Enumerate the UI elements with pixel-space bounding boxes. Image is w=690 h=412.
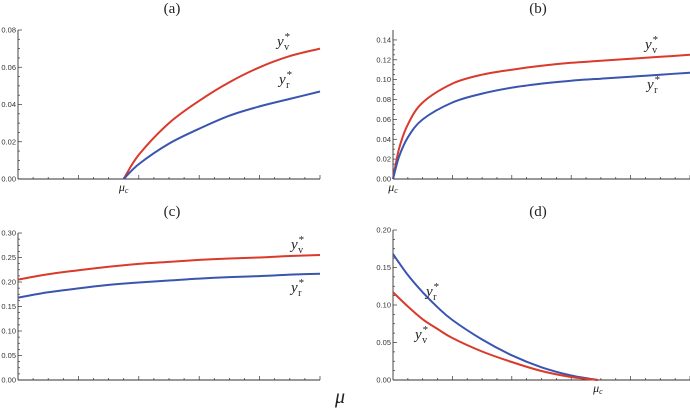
series-line-y*v	[122, 47, 321, 180]
series-line-y*r	[392, 253, 599, 381]
y-tick-label: 0.12	[376, 55, 391, 64]
y-tick-label: 0.08	[1, 26, 16, 35]
series-label: y* v	[289, 234, 304, 256]
panel-title: (a)	[164, 1, 181, 17]
mu-critical-label: μc	[592, 381, 603, 396]
y-tick-label: 0.00	[1, 376, 16, 385]
series-line-y*v	[392, 53, 690, 180]
series-label: y* v	[413, 324, 428, 346]
y-tick-label: 0.14	[376, 35, 391, 44]
mu-critical-label: μc	[118, 180, 129, 195]
chart-panel-4: (d) 0.00 0.05 0.10 0.15 0.20 y* r y* v μc	[376, 204, 690, 396]
y-tick-label: 0.10	[376, 75, 391, 84]
panel-title: (c)	[164, 204, 181, 220]
y-tick-label: 0.05	[376, 338, 391, 347]
y-tick-label: 0.00	[376, 376, 391, 385]
y-tick-label: 0.06	[1, 63, 16, 72]
y-tick-label: 0.25	[1, 253, 16, 262]
series-line-y*r	[122, 90, 321, 180]
chart-panel-1: (a) 0.00 0.02 0.04 0.06 0.08 y* v y* r μc	[1, 1, 321, 195]
series-label: y* r	[645, 74, 660, 96]
x-axis-label: μ	[334, 386, 345, 408]
y-tick-label: 0.02	[1, 137, 16, 146]
panels-group: (a) 0.00 0.02 0.04 0.06 0.08 y* v y* r μc (b) 0.00 0.…	[1, 1, 690, 396]
y-tick-label: 0.00	[1, 175, 16, 184]
chart-panel-3: (c) 0.00 0.05 0.10 0.15 0.20 0.25 0.30 y* v y* r	[1, 204, 321, 385]
series-line-y*v	[17, 254, 321, 281]
mu-critical-label: μc	[387, 180, 398, 195]
y-tick-label: 0.30	[1, 229, 16, 238]
y-tick-label: 0.20	[1, 278, 16, 287]
series-label: y* r	[424, 281, 439, 303]
panel-title: (b)	[529, 1, 547, 17]
y-tick-label: 0.05	[1, 351, 16, 360]
y-tick-label: 0.15	[376, 263, 391, 272]
y-tick-label: 0.00	[376, 175, 391, 184]
y-tick-label: 0.04	[1, 100, 16, 109]
series-label: y* v	[643, 34, 658, 56]
chart-panel-2: (b) 0.00 0.02 0.04 0.06 0.08 0.10 0.12 0.14 y* v y*…	[376, 1, 690, 195]
series-label: y* r	[289, 277, 304, 299]
series-line-y*r	[392, 71, 690, 180]
y-tick-label: 0.06	[376, 115, 391, 124]
series-label: y* r	[277, 69, 292, 91]
y-tick-label: 0.10	[1, 327, 16, 336]
panel-title: (d)	[529, 204, 547, 220]
series-line-y*v	[392, 291, 599, 381]
y-tick-label: 0.02	[376, 155, 391, 164]
y-tick-label: 0.08	[376, 95, 391, 104]
y-tick-label: 0.04	[376, 135, 391, 144]
y-tick-label: 0.15	[1, 302, 16, 311]
y-tick-label: 0.10	[376, 301, 391, 310]
series-label: y* v	[275, 31, 290, 53]
y-tick-label: 0.20	[376, 226, 391, 235]
series-line-y*r	[17, 272, 321, 299]
